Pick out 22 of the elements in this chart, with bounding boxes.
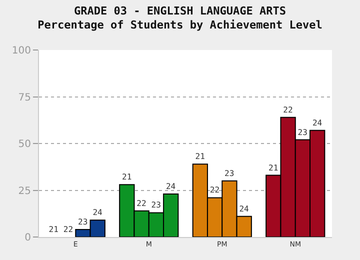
y-tick-label: 0 [24, 232, 31, 244]
series-label: 23 [78, 218, 88, 227]
text: 23 [298, 128, 308, 137]
y-tick-label: 75 [18, 92, 31, 104]
text: 21 [268, 163, 278, 172]
text: 22 [63, 225, 74, 234]
y-tick-label: 50 [18, 139, 31, 150]
text: 23 [151, 200, 161, 210]
text: 24 [166, 182, 176, 191]
text: 22 [210, 186, 220, 195]
text: 21 [48, 225, 58, 234]
series-label: 21 [122, 172, 132, 182]
text: 22 [283, 105, 293, 114]
text: 23 [224, 168, 234, 178]
series-label: 24 [92, 208, 103, 218]
text: 21 [195, 152, 205, 162]
series-label: 22 [136, 198, 146, 208]
y-tick-label: 100 [12, 46, 31, 56]
chart-title: GRADE 03 - ENGLISH LANGUAGE ARTS Percentage of Students by Achievement Level [38, 4, 322, 32]
text: 24 [239, 204, 249, 214]
y-tick-label: 25 [18, 186, 31, 197]
text: 24 [312, 118, 322, 128]
